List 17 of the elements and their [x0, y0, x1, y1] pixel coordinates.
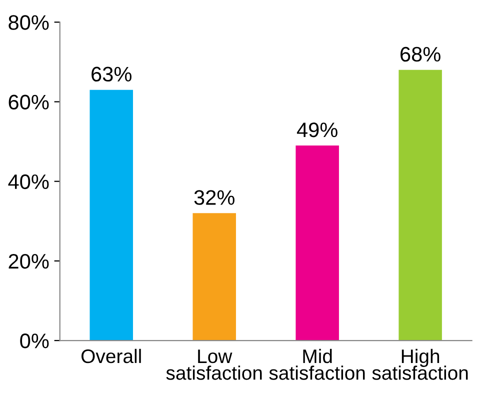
bar	[90, 90, 133, 341]
y-tick-label: 60%	[8, 94, 49, 110]
data-label: 63%	[92, 66, 132, 82]
data-label: 49%	[296, 122, 338, 138]
bar	[398, 70, 442, 341]
data-label: 32%	[194, 190, 234, 205]
y-tick-label: 20%	[8, 254, 49, 269]
data-label: 68%	[400, 46, 440, 62]
y-tick-label: 0%	[20, 334, 49, 348]
x-tick-label: High satisfaction	[372, 348, 468, 380]
bar	[296, 146, 339, 341]
x-tick-label: Overall	[81, 348, 141, 364]
x-tick-label: Mid satisfaction	[269, 348, 365, 380]
y-tick-label: 40%	[8, 174, 49, 190]
x-tick-label: Low satisfaction	[166, 350, 262, 380]
bar	[192, 213, 236, 341]
y-tick-label: 80%	[8, 15, 49, 30]
